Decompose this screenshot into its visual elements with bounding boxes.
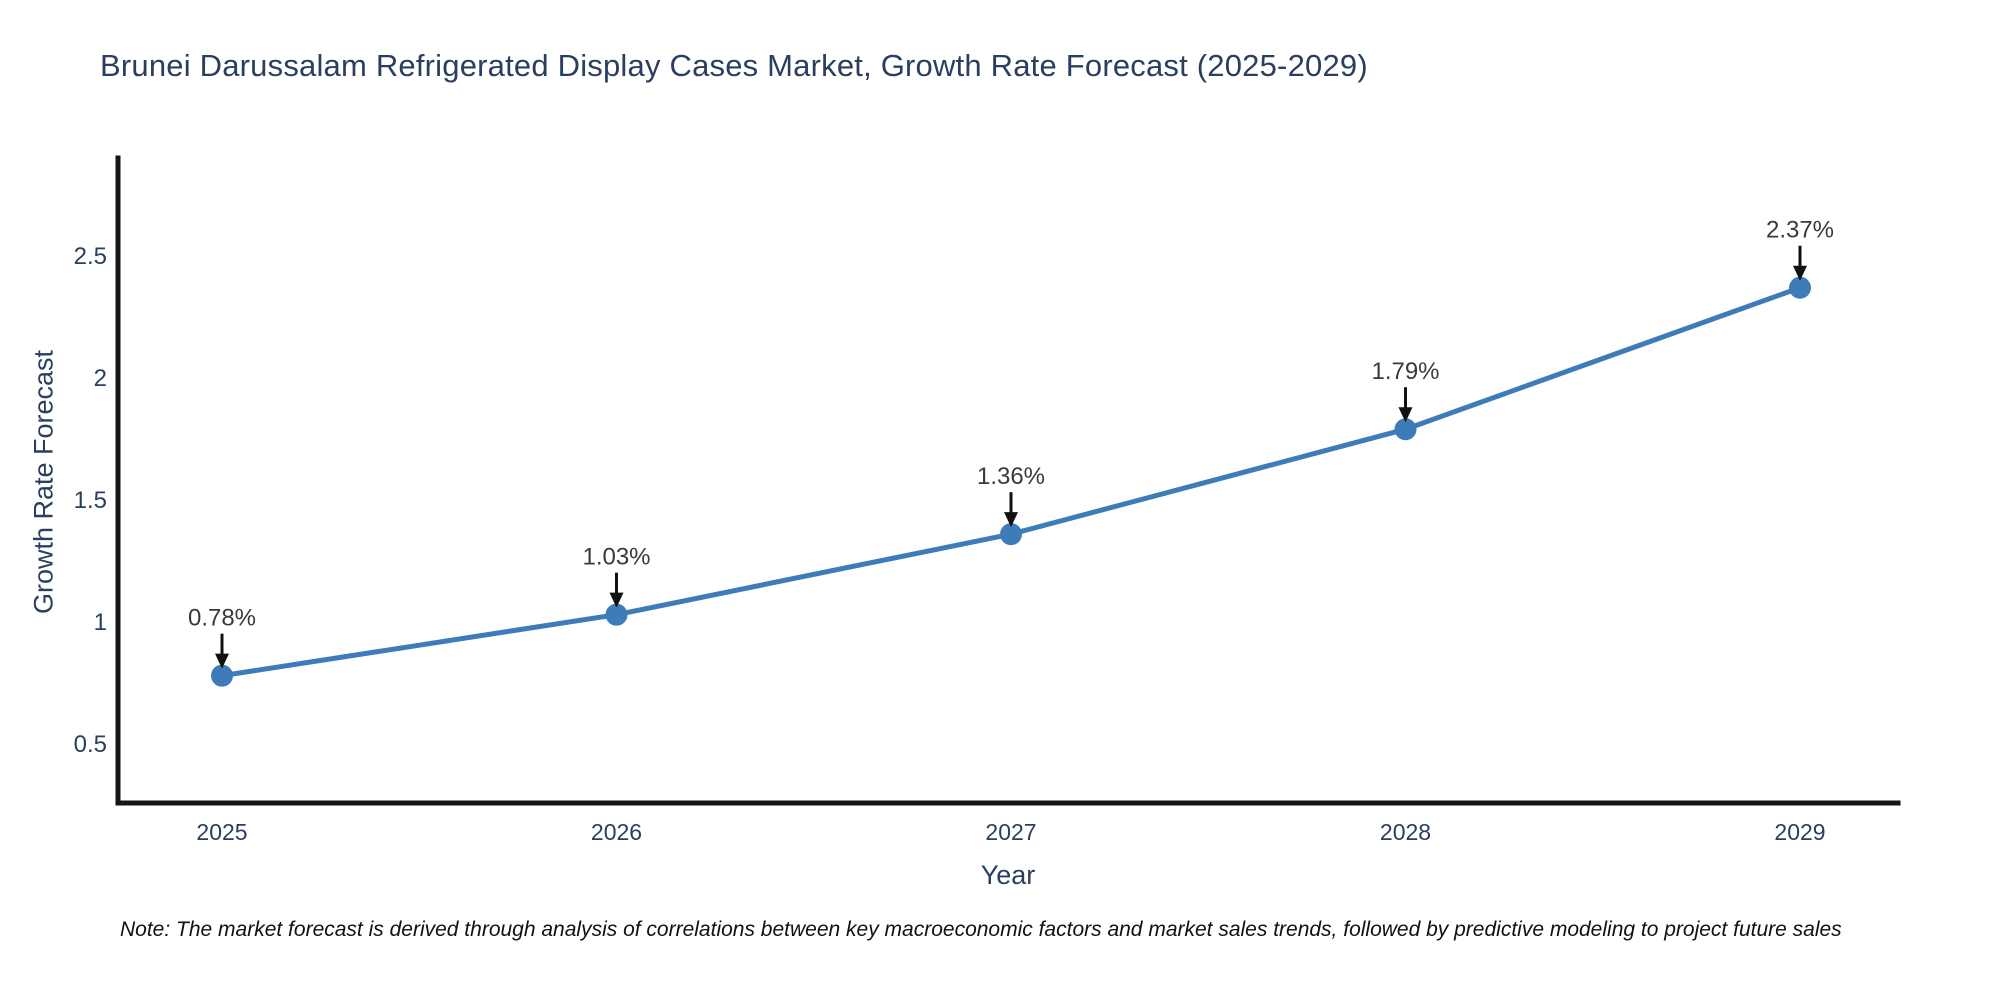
y-tick-label: 1: [94, 609, 107, 636]
data-point: [211, 664, 233, 687]
x-tick-label: 2025: [196, 819, 247, 845]
y-tick-label: 0.5: [74, 731, 107, 758]
chart-title: Brunei Darussalam Refrigerated Display C…: [100, 48, 1368, 83]
y-tick-label: 2: [94, 365, 107, 392]
data-point: [1394, 418, 1417, 441]
data-point: [605, 603, 628, 626]
data-point: [1000, 523, 1022, 546]
point-label: 1.03%: [582, 544, 650, 571]
footnote: Note: The market forecast is derived thr…: [120, 918, 1842, 941]
point-label: 1.79%: [1371, 358, 1439, 385]
point-label: 0.78%: [188, 605, 256, 632]
annotation-arrowhead: [1004, 512, 1018, 528]
x-tick-label: 2029: [1774, 819, 1825, 845]
axis-spine: [115, 155, 1901, 806]
x-axis-title: Year: [980, 860, 1036, 890]
y-tick-label: 2.5: [74, 243, 107, 270]
annotation-arrowhead: [1793, 265, 1807, 281]
point-label: 2.37%: [1766, 217, 1834, 244]
annotation-arrowhead: [1398, 407, 1413, 423]
x-tick-label: 2026: [591, 819, 642, 845]
data-point: [1789, 276, 1811, 299]
annotation-arrowhead: [609, 592, 624, 608]
x-tick-label: 2028: [1380, 819, 1431, 845]
annotation-arrowhead: [215, 653, 229, 669]
y-tick-label: 1.5: [74, 487, 107, 514]
point-label: 1.36%: [977, 463, 1045, 490]
x-tick-label: 2027: [985, 819, 1036, 845]
